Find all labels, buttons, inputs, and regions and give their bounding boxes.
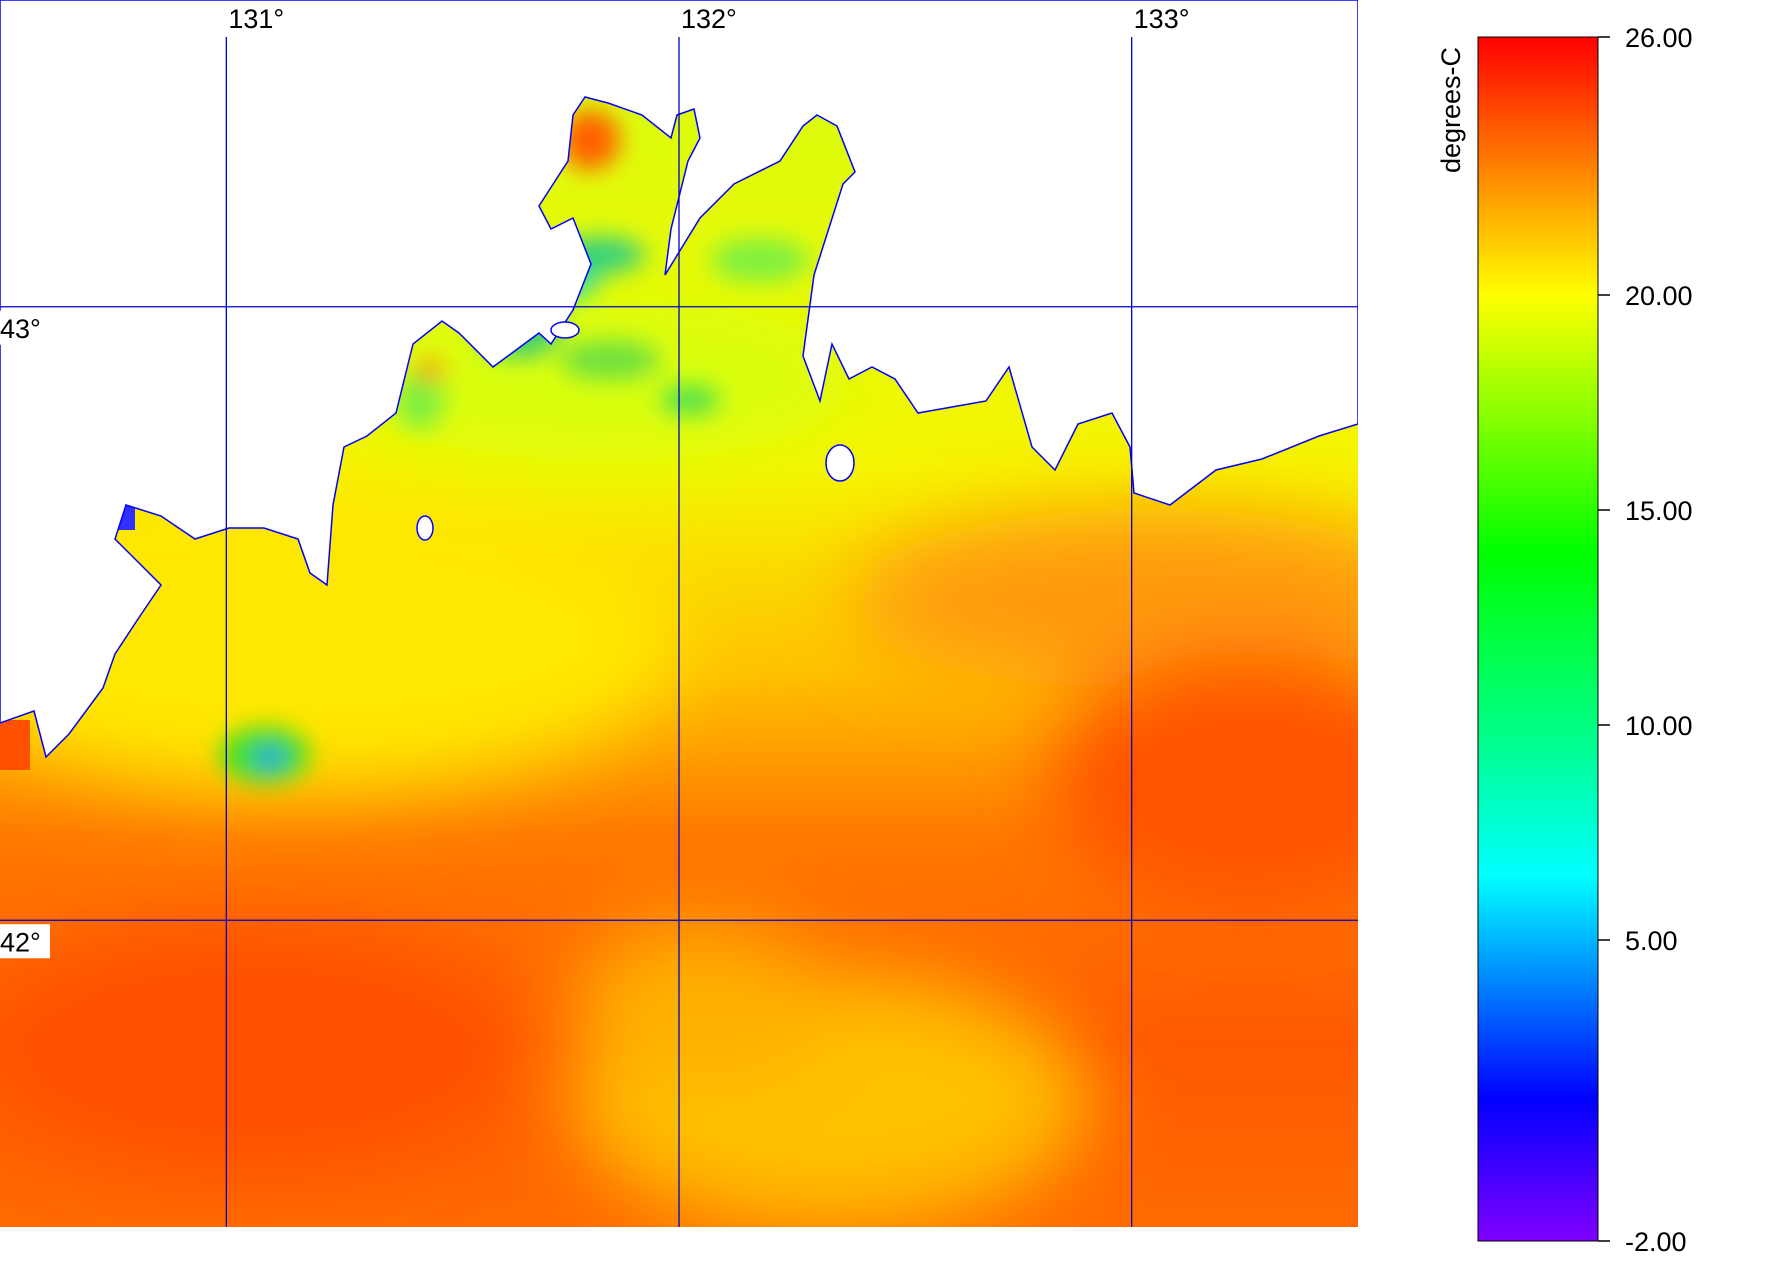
label-background xyxy=(0,310,50,345)
graticule: 131° 132° 133° 43° 42° xyxy=(0,4,1358,1227)
colorbar-tick-label: 15.00 xyxy=(1625,496,1693,526)
longitude-label: 133° xyxy=(1134,4,1190,34)
latitude-label: 43° xyxy=(0,314,41,344)
colorbar-tick-label: 20.00 xyxy=(1625,281,1693,311)
latitude-label: 42° xyxy=(0,927,41,957)
colorbar-tick-label: -2.00 xyxy=(1625,1227,1687,1257)
colorbar-tick-label: 5.00 xyxy=(1625,926,1678,956)
colorbar xyxy=(1477,36,1599,1242)
colorbar-tick-label: 26.00 xyxy=(1625,23,1693,53)
sst-raster xyxy=(0,0,1358,1227)
label-background xyxy=(0,924,50,959)
colorbar-tick-label: 10.00 xyxy=(1625,711,1693,741)
colorbar-title: degrees-C xyxy=(1436,47,1466,173)
longitude-label: 131° xyxy=(228,4,284,34)
longitude-label: 132° xyxy=(681,4,737,34)
